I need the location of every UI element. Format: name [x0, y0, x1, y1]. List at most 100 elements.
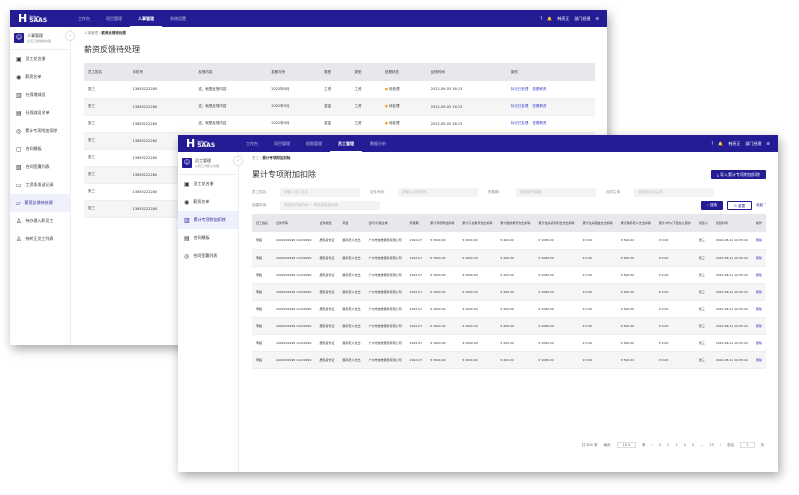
nav-tab[interactable]: 项目管理: [274, 141, 290, 146]
created-time: 2022-08-11 10:05:44: [715, 255, 748, 260]
column-header: 证件号码: [272, 214, 316, 232]
delete-link[interactable]: 删除: [755, 272, 762, 277]
page-number[interactable]: 4: [683, 443, 686, 447]
sidebar-item[interactable]: ▣ 员工花名册: [10, 50, 70, 68]
delete-link[interactable]: 删除: [755, 323, 762, 328]
project: 赡养老人支出: [342, 272, 361, 277]
user-name[interactable]: 韩亮正: [728, 140, 741, 146]
nav-tab[interactable]: 工作台: [78, 16, 90, 21]
column-header: 项目: [338, 214, 365, 232]
mark-processed-link[interactable]: 标记已处理: [510, 86, 529, 91]
created-date-range[interactable]: 请选择开始时间 ~ 请选择结束时间: [280, 201, 380, 210]
amount-cell: ¥ 3900.00: [426, 283, 459, 301]
page-size-select[interactable]: 10 ▾: [616, 442, 636, 448]
sidebar: ☺ 人事管理 让员工和档案内容 ▣ 员工花名册 ◉ 薪资名单 ▥ 社保增减员 ▤ 社保减员名单 ◎ 累…: [10, 27, 71, 345]
id-number-input[interactable]: 请输入证件号码: [398, 188, 478, 197]
amount-cell: ¥ 400.00: [496, 266, 535, 284]
collapse-filters-button[interactable]: 收起 ˄: [756, 203, 766, 207]
sidebar-item[interactable]: ♙ 待办理入职员工: [10, 212, 70, 230]
amount-cell: ¥ 400.00: [496, 300, 535, 318]
amount: ¥ 2000.00: [462, 255, 478, 260]
collapse-sidebar-button[interactable]: ‹: [234, 157, 242, 165]
delete-link[interactable]: 删除: [755, 357, 762, 362]
sidebar-item[interactable]: ♙ 待转正员工列表: [10, 230, 70, 248]
sidebar-item[interactable]: ◎ 合同签署列表: [178, 247, 238, 265]
sidebar-item[interactable]: ▣ 员工花名册: [178, 175, 238, 193]
amount: ¥ 1080.00: [538, 323, 554, 328]
created-time-cell: 2022-08-11 10:05:44: [711, 232, 752, 250]
amount: ¥ 0.00: [658, 306, 669, 311]
id-number: 4402091998 11220099: [276, 340, 312, 345]
amount-cell: ¥ 2000.00: [458, 232, 497, 250]
id-number-cell: 4402091998 11220099: [272, 334, 316, 352]
bell-icon[interactable]: 🔔: [718, 141, 724, 146]
nav-tab[interactable]: 数据分析: [370, 141, 386, 146]
search-button[interactable]: ⌕ 搜索: [701, 201, 724, 210]
amount: ¥ 500.00: [620, 340, 635, 345]
entity-select[interactable]: 请选择合同主体: [634, 188, 714, 197]
period-picker[interactable]: 请选择所属期: [516, 188, 596, 197]
project: 赡养老人支出: [342, 306, 361, 311]
nav-tab[interactable]: 权限管理: [306, 141, 322, 146]
creator: 张三: [698, 255, 705, 260]
bell-icon[interactable]: 🔔: [547, 16, 553, 21]
import-button[interactable]: ⤓ 导入累计专项附加扣除: [710, 170, 766, 179]
sidebar-item[interactable]: ◉ 薪资名单: [178, 193, 238, 211]
page-number[interactable]: 2: [667, 443, 670, 447]
view-salary-link[interactable]: 查看薪资: [532, 104, 547, 108]
type: 工资: [354, 121, 362, 125]
sidebar-item[interactable]: ▢ 合同模板: [10, 140, 70, 158]
delete-link[interactable]: 删除: [755, 289, 762, 294]
delete-link[interactable]: 删除: [755, 238, 762, 243]
sidebar-item[interactable]: ▭ 工资条发送记录: [10, 176, 70, 194]
period-cell: 2022-07: [405, 249, 427, 267]
collapse-sidebar-button[interactable]: ‹: [66, 32, 74, 40]
creator: 张三: [698, 340, 705, 345]
sidebar-item[interactable]: ▥ 社保增减员: [10, 86, 70, 104]
user-name[interactable]: 韩亮正: [557, 15, 570, 21]
sidebar-item[interactable]: ▧ 合同签署列表: [10, 158, 70, 176]
help-icon[interactable]: ?: [540, 16, 543, 21]
gear-icon[interactable]: ⚙: [766, 141, 770, 146]
nav-tab[interactable]: 员工管理: [330, 135, 362, 152]
sidebar-item[interactable]: ▤ 合同模板: [178, 229, 238, 247]
gear-icon[interactable]: ⚙: [595, 16, 599, 21]
sidebar-title: 人事管理: [27, 33, 43, 38]
nav-tab[interactable]: 人事管理: [130, 10, 162, 27]
mark-processed-link[interactable]: 标记已处理: [510, 104, 529, 108]
page-number[interactable]: 3: [675, 443, 678, 447]
prev-page-button[interactable]: ‹: [651, 443, 653, 447]
nav-tab[interactable]: 系统设置: [170, 16, 186, 21]
sidebar-item[interactable]: ▥ 累计专项附加扣除: [178, 211, 238, 229]
nav-tab[interactable]: 工作台: [246, 141, 258, 146]
sidebar-item[interactable]: ◉ 薪资名单: [10, 68, 70, 86]
amount: ¥ 3900.00: [430, 272, 446, 277]
sidebar-item[interactable]: ◎ 累计专项附加扣除: [10, 122, 70, 140]
view-salary-link[interactable]: 查看薪资: [532, 121, 547, 125]
menu-icon: ▭: [16, 181, 22, 189]
delete-link[interactable]: 删除: [755, 255, 762, 260]
reset-button[interactable]: ↻ 重置: [727, 201, 753, 210]
help-icon[interactable]: ?: [711, 141, 714, 146]
employee-name-input[interactable]: 请输入员工姓名: [280, 188, 360, 197]
column-header: 类型: [350, 63, 381, 81]
page-number[interactable]: 25: [709, 443, 714, 447]
next-page-button[interactable]: ›: [719, 443, 722, 447]
page-number[interactable]: 1: [658, 443, 662, 447]
table-row: 李超 4402091998 11220099 居民身份证 赡养老人支出 广州市信誉服务有…: [252, 266, 766, 284]
nav-tab[interactable]: 项目管理: [106, 16, 122, 21]
view-salary-link[interactable]: 查看薪资: [532, 86, 547, 91]
sidebar-item[interactable]: ▱ 薪资反馈待处理: [10, 194, 70, 212]
amount: ¥ 2000.00: [462, 272, 478, 277]
sidebar-item[interactable]: ▤ 社保减员名单: [10, 104, 70, 122]
sidebar-item-label: 员工花名册: [25, 56, 46, 61]
logo: H 欢创HR SAAS: [186, 137, 216, 150]
amount-cell: ¥ 2000.00: [458, 266, 497, 284]
mark-processed-link[interactable]: 标记已处理: [510, 121, 529, 125]
delete-link[interactable]: 删除: [755, 340, 762, 345]
goto-page-input[interactable]: 1: [740, 442, 755, 448]
employee-name: 张三: [88, 155, 95, 159]
page-number[interactable]: 5: [691, 443, 695, 447]
delete-link[interactable]: 删除: [755, 306, 762, 311]
page-number[interactable]: ...: [700, 443, 704, 447]
